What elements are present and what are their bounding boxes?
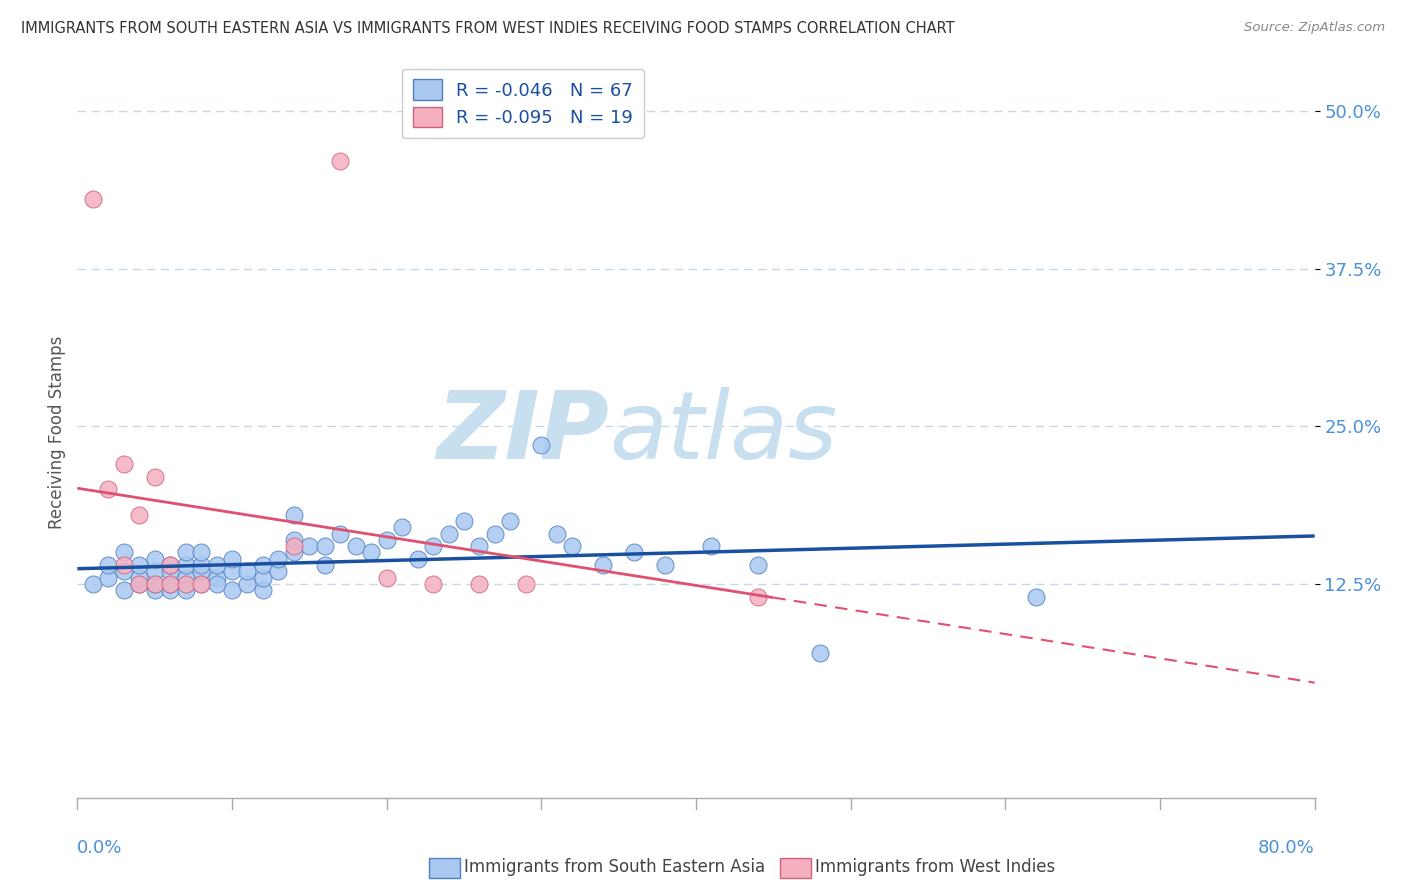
Point xyxy=(283,533,305,547)
Text: Source: ZipAtlas.com: Source: ZipAtlas.com xyxy=(1244,21,1385,34)
Point xyxy=(283,508,305,522)
Point xyxy=(298,539,321,553)
Point xyxy=(112,558,135,572)
Point xyxy=(221,551,243,566)
Text: 0.0%: 0.0% xyxy=(77,838,122,856)
Point xyxy=(190,565,212,579)
Point xyxy=(159,565,181,579)
Point xyxy=(283,545,305,559)
Point xyxy=(159,577,181,591)
Point xyxy=(205,577,228,591)
Point xyxy=(314,539,336,553)
Point xyxy=(190,577,212,591)
Point xyxy=(546,526,568,541)
Point xyxy=(159,583,181,598)
Point xyxy=(97,483,120,497)
Point xyxy=(128,571,150,585)
Text: ZIP: ZIP xyxy=(436,386,609,479)
Text: Immigrants from West Indies: Immigrants from West Indies xyxy=(815,858,1056,876)
Point xyxy=(437,526,460,541)
Point xyxy=(159,577,181,591)
Point xyxy=(128,577,150,591)
Point xyxy=(252,583,274,598)
Point xyxy=(360,545,382,559)
Point xyxy=(808,646,831,660)
Point xyxy=(623,545,645,559)
Point xyxy=(747,590,769,604)
Point xyxy=(205,558,228,572)
Point xyxy=(143,565,166,579)
Point xyxy=(174,545,197,559)
Point xyxy=(159,558,181,572)
Point xyxy=(1025,590,1047,604)
Point xyxy=(468,577,491,591)
Point xyxy=(314,558,336,572)
Point xyxy=(128,558,150,572)
Legend: R = -0.046   N = 67, R = -0.095   N = 19: R = -0.046 N = 67, R = -0.095 N = 19 xyxy=(402,69,644,138)
Text: Immigrants from South Eastern Asia: Immigrants from South Eastern Asia xyxy=(464,858,765,876)
Point xyxy=(82,577,104,591)
Point xyxy=(252,571,274,585)
Point xyxy=(112,565,135,579)
Point xyxy=(375,571,398,585)
Point xyxy=(143,577,166,591)
Point xyxy=(190,558,212,572)
Point xyxy=(128,508,150,522)
Point xyxy=(700,539,723,553)
Point xyxy=(82,192,104,206)
Point xyxy=(97,558,120,572)
Point xyxy=(143,583,166,598)
Point xyxy=(484,526,506,541)
Point xyxy=(128,577,150,591)
Point xyxy=(391,520,413,534)
Point xyxy=(267,565,290,579)
Point xyxy=(561,539,583,553)
Text: IMMIGRANTS FROM SOUTH EASTERN ASIA VS IMMIGRANTS FROM WEST INDIES RECEIVING FOOD: IMMIGRANTS FROM SOUTH EASTERN ASIA VS IM… xyxy=(21,21,955,36)
Point xyxy=(406,551,429,566)
Point xyxy=(159,558,181,572)
Point xyxy=(422,577,444,591)
Y-axis label: Receiving Food Stamps: Receiving Food Stamps xyxy=(48,336,66,529)
Point xyxy=(174,583,197,598)
Point xyxy=(174,577,197,591)
Point xyxy=(143,551,166,566)
Point xyxy=(174,571,197,585)
Point xyxy=(329,526,352,541)
Point xyxy=(97,571,120,585)
Point xyxy=(344,539,367,553)
Point xyxy=(453,514,475,528)
Point xyxy=(422,539,444,553)
Point xyxy=(654,558,676,572)
Point xyxy=(283,539,305,553)
Point xyxy=(143,469,166,483)
Point xyxy=(592,558,614,572)
Point xyxy=(112,457,135,471)
Point xyxy=(221,583,243,598)
Point xyxy=(221,565,243,579)
Text: atlas: atlas xyxy=(609,387,838,478)
Point xyxy=(236,577,259,591)
Point xyxy=(267,551,290,566)
Point xyxy=(329,154,352,169)
Point xyxy=(499,514,522,528)
Point xyxy=(252,558,274,572)
Point xyxy=(190,577,212,591)
Point xyxy=(468,539,491,553)
Point xyxy=(515,577,537,591)
Point xyxy=(190,545,212,559)
Point xyxy=(112,545,135,559)
Point xyxy=(112,583,135,598)
Point xyxy=(375,533,398,547)
Point xyxy=(236,565,259,579)
Text: 80.0%: 80.0% xyxy=(1258,838,1315,856)
Point xyxy=(205,571,228,585)
Point xyxy=(174,577,197,591)
Point xyxy=(530,438,553,452)
Point xyxy=(143,577,166,591)
Point xyxy=(174,558,197,572)
Point xyxy=(747,558,769,572)
